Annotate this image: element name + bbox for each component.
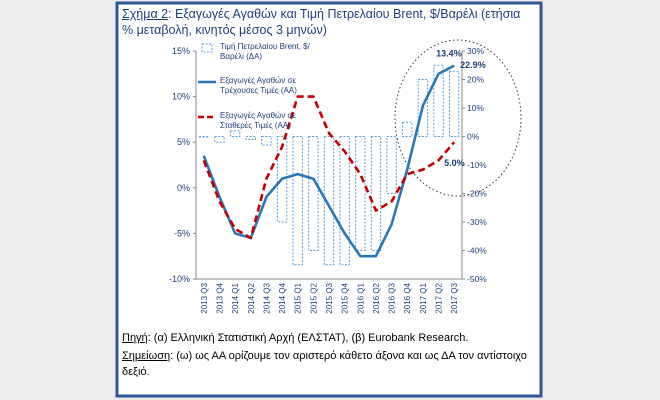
y2-tick-label: 20% xyxy=(467,75,484,85)
bar xyxy=(355,136,366,251)
bar xyxy=(261,136,272,146)
chart-title-label: Σχήμα 2 xyxy=(122,7,169,21)
bar xyxy=(229,130,241,138)
y2-tick-label: 0% xyxy=(467,132,480,142)
x-tick-label: 2014 Q1 xyxy=(231,282,240,313)
y2-tick-label: 10% xyxy=(467,103,484,113)
note: Σημείωση: (ω) ως ΑΑ ορίζουμε τον αριστερ… xyxy=(122,348,532,380)
x-tick-label: 2014 Q4 xyxy=(278,282,287,313)
bar xyxy=(402,121,413,137)
highlight-ellipse xyxy=(394,39,522,197)
x-tick-label: 2017 Q3 xyxy=(450,282,459,313)
frame xyxy=(115,1,543,398)
note-label: Σημείωση xyxy=(122,350,171,362)
x-tick-label: 2016 Q2 xyxy=(372,282,381,313)
y-tick-label: 0% xyxy=(177,183,190,193)
bar xyxy=(386,136,397,194)
chart-title: : Εξαγωγές Αγαθών και Τιμή Πετρελαίου Br… xyxy=(122,7,521,37)
x-tick-label: 2017 Q2 xyxy=(435,282,444,313)
x-tick-label: 2013 Q3 xyxy=(200,282,209,313)
legend-label: Εξαγωγές Αγαθών σε Σταθερές Τιμές (ΑΑ) xyxy=(220,111,297,130)
x-tick-label: 2016 Q1 xyxy=(356,282,365,313)
chart-title-block: Σχήμα 2: Εξαγωγές Αγαθών και Τιμή Πετρελ… xyxy=(122,6,534,38)
legend-label: Εξαγωγές Αγαθών σε Τρέχουσες Τιμές (ΑΑ) xyxy=(220,76,297,95)
bar xyxy=(433,64,444,137)
x-tick-label: 2016 Q3 xyxy=(388,282,397,313)
bar xyxy=(198,136,210,138)
legend-item: Εξαγωγές Αγαθών σε Τρέχουσες Τιμές (ΑΑ) xyxy=(220,76,297,95)
x-tick-label: 2014 Q2 xyxy=(247,282,256,313)
value-label: 13.4% xyxy=(436,49,462,59)
bar xyxy=(370,136,382,251)
legend-item: Εξαγωγές Αγαθών σε Σταθερές Τιμές (ΑΑ) xyxy=(220,111,297,130)
y-tick-label: -5% xyxy=(174,228,190,238)
value-label: 5.0% xyxy=(444,158,465,168)
value-label: 22.9% xyxy=(460,60,486,70)
x-tick-label: 2014 Q3 xyxy=(262,282,271,313)
legend-swatch xyxy=(201,43,213,53)
line xyxy=(202,64,455,258)
bar xyxy=(308,136,319,251)
x-tick-label: 2015 Q1 xyxy=(294,282,303,313)
y2-tick-label: -40% xyxy=(467,246,487,256)
note-text: : (ω) ως ΑΑ ορίζουμε τον αριστερό κάθετο… xyxy=(122,350,527,378)
bar xyxy=(417,79,429,137)
y-tick-label: -10% xyxy=(169,274,190,284)
x-tick-label: 2013 Q4 xyxy=(215,282,224,313)
bar xyxy=(339,136,350,266)
x-tick-label: 2016 Q4 xyxy=(403,282,412,313)
x-tick-label: 2015 Q3 xyxy=(325,282,334,313)
dashed-line xyxy=(202,95,456,240)
y-tick-label: 15% xyxy=(172,46,190,56)
y2-tick-label: -10% xyxy=(467,160,487,170)
y2-tick-label: 30% xyxy=(467,46,484,56)
bar xyxy=(448,70,460,137)
source-label: Πηγή xyxy=(122,332,148,344)
legend-label: Τιμή Πετρελαίου Brent, $/Βαρέλι (ΔΑ) xyxy=(220,42,310,61)
x-tick-label: 2015 Q2 xyxy=(309,282,318,313)
bar xyxy=(276,136,288,223)
y2-tick-label: -20% xyxy=(467,189,487,199)
bar xyxy=(323,136,335,266)
x-tick-label: 2017 Q1 xyxy=(419,282,428,313)
source: Πηγή: (α) Ελληνική Στατιστική Αρχή (ΕΛΣΤ… xyxy=(122,330,532,346)
y2-tick-label: -30% xyxy=(467,217,487,227)
bar xyxy=(292,136,303,266)
bar xyxy=(214,136,225,143)
y-tick-label: 5% xyxy=(177,137,190,147)
x-tick-label: 2015 Q4 xyxy=(341,282,350,313)
y-tick-label: 10% xyxy=(172,92,190,102)
legend-item: Τιμή Πετρελαίου Brent, $/Βαρέλι (ΔΑ) xyxy=(220,42,310,61)
y2-tick-label: -50% xyxy=(467,274,487,284)
source-text: : (α) Ελληνική Στατιστική Αρχή (ΕΛΣΤΑΤ),… xyxy=(147,332,469,344)
bar xyxy=(245,136,256,140)
